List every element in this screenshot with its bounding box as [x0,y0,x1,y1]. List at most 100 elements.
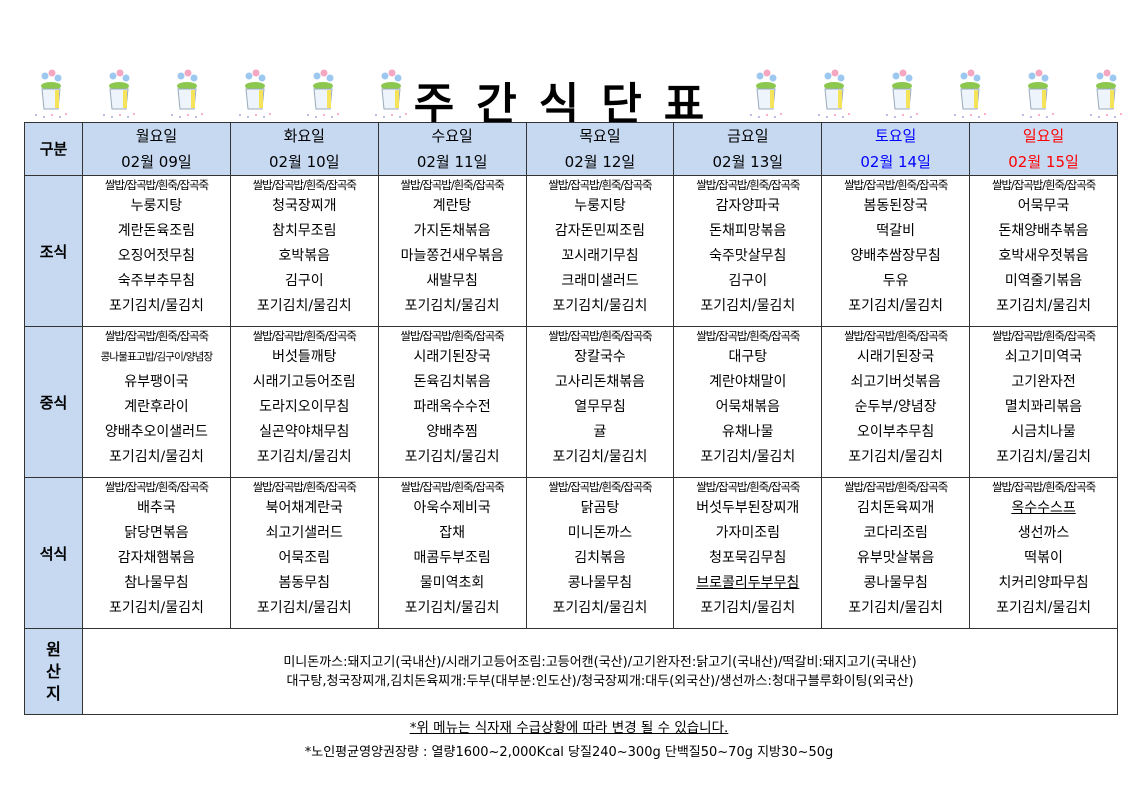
menu-cell: 쌀밥/잡곡밥/흰죽/잡곡죽 닭곰탕 미니돈까스 김치볶음 콩나물무침 포기김치/물김치 [525,477,675,629]
dish-item: 오이부추무침 [857,424,935,440]
dish-item: 유부팽이국 [124,374,189,390]
dish-item: 쇠고기샐러드 [265,525,343,541]
rice-options: 쌀밥/잡곡밥/흰죽/잡곡죽 [696,480,800,494]
menu-cell: 쌀밥/잡곡밥/흰죽/잡곡죽 계란탕 가지돈채볶음 마늘쫑건새우볶음 새발무침 포기김치/물… [377,175,527,327]
dish-item: 포기김치/물김치 [108,449,204,465]
dish-item: 꼬시래기무침 [561,248,639,264]
dish-item: 계란후라이 [124,399,189,415]
origin-row: 원 산 지 미니돈까스:돼지고기(국내산)/시래기고등어조림:고등어캔(국산)/고기완… [24,628,1118,715]
rice-options: 쌀밥/잡곡밥/흰죽/잡곡죽 [104,178,209,192]
dish-item: 포기김치/물김치 [108,298,204,314]
dish-item: 양배추오이샐러드 [104,424,208,440]
menu-cell: 쌀밥/잡곡밥/흰죽/잡곡죽 봄동된장국 떡갈비 양배추쌈장무침 두유 포기김치/물김치 [821,175,971,327]
origin-line: 대구탕,청국장찌개,김치돈육찌개:두부(대부분:인도산)/청국장찌개:대두(외국… [286,673,914,689]
dish-item: 떡볶이 [1024,550,1063,566]
flower-pot-icon [1085,68,1125,124]
menu-cell: 쌀밥/잡곡밥/흰죽/잡곡죽 청국장찌개 참치무조림 호박볶음 김구이 포기김치/물김치 [229,175,379,327]
dish-item: 새발무침 [426,273,478,289]
flower-pot-icon [166,68,206,124]
dish-item: 청포묵김무침 [709,550,787,566]
menu-cell: 쌀밥/잡곡밥/흰죽/잡곡죽 어묵무국 돈채양배추볶음 호박새우젓볶음 미역줄기볶음 포기김… [969,175,1118,327]
dish-item: 계란돈육조림 [117,223,196,239]
dish-item: 장칼국수 [574,349,626,365]
rice-options: 쌀밥/잡곡밥/흰죽/잡곡죽 [991,329,1096,343]
meal-label: 석식 [24,477,83,629]
rice-options: 쌀밥/잡곡밥/흰죽/잡곡죽 [548,178,652,192]
day-header: 금요일 02월 13일 [673,122,823,176]
rice-options: 쌀밥/잡곡밥/흰죽/잡곡죽 [991,480,1096,494]
dish-item: 콩나물표고밥/김구이/양념장 [100,351,214,363]
menu-cell: 쌀밥/잡곡밥/흰죽/잡곡죽 배추국 닭당면볶음 감자채햄볶음 참나물무침 포기김치/물김치 [82,477,231,629]
corner-label: 구분 [24,122,83,176]
day-header: 화요일 02월 10일 [229,122,379,176]
decoration-right [745,68,1125,124]
meal-row-2: 석식 쌀밥/잡곡밥/흰죽/잡곡죽 배추국 닭당면볶음 감자채햄볶음 참나물무침 포기김치/물… [24,477,1118,629]
dish-item: 계란탕 [432,198,472,214]
dish-item: 포기김치/물김치 [700,298,796,314]
dish-item: 잡채 [439,525,465,541]
dish-item: 고기완자전 [1011,374,1076,390]
day-date: 02월 09일 [121,153,192,171]
menu-cell: 쌀밥/잡곡밥/흰죽/잡곡죽 시래기된장국 쇠고기버섯볶음 순두부/양념장 오이부추무침 포… [821,326,971,478]
rice-options: 쌀밥/잡곡밥/흰죽/잡곡죽 [252,178,357,192]
meal-label: 조식 [24,175,83,327]
menu-cell: 쌀밥/잡곡밥/흰죽/잡곡죽 아욱수제비국 잡채 매콤두부조림 물미역초회 포기김치/물김치 [377,477,527,629]
dish-item: 포기김치/물김치 [552,600,648,616]
dish-item: 가지돈채볶음 [413,223,491,239]
rice-options: 쌀밥/잡곡밥/흰죽/잡곡죽 [252,329,357,343]
rice-options: 쌀밥/잡곡밥/흰죽/잡곡죽 [696,329,800,343]
menu-cell: 쌀밥/잡곡밥/흰죽/잡곡죽 옥수수스프 생선까스 떡볶이 치커리양파무침 포기김치/물김치 [969,477,1118,629]
origin-label-char: 원 [46,639,61,659]
menu-cell: 쌀밥/잡곡밥/흰죽/잡곡죽 북어채계란국 쇠고기샐러드 어묵조림 봄동무침 포기김치/물김… [229,477,379,629]
dish-item: 아욱수제비국 [413,500,491,516]
rice-options: 쌀밥/잡곡밥/흰죽/잡곡죽 [844,480,948,494]
dish-item: 코다리조림 [863,525,928,541]
dish-item: 쇠고기미역국 [1004,349,1083,365]
menu-cell: 쌀밥/잡곡밥/흰죽/잡곡죽 감자양파국 돈채피망볶음 숙주맛살무침 김구이 포기김치/물김… [673,175,823,327]
dish-item: 누룽지탕 [130,198,183,214]
dish-item: 포기김치/물김치 [848,298,944,314]
rice-options: 쌀밥/잡곡밥/흰죽/잡곡죽 [696,178,800,192]
dish-item: 감자양파국 [715,198,780,214]
dish-item: 포기김치/물김치 [996,298,1091,314]
day-name: 토요일 [874,127,917,145]
flower-pot-icon [881,68,921,124]
rice-options: 쌀밥/잡곡밥/흰죽/잡곡죽 [548,480,652,494]
flower-pot-icon [234,68,274,124]
day-date: 02월 13일 [712,153,784,171]
dish-item: 돈채피망볶음 [709,223,787,239]
dish-item: 북어채계란국 [265,500,343,516]
menu-cell: 쌀밥/잡곡밥/흰죽/잡곡죽 김치돈육찌개 코다리조림 유부맛살볶음 콩나물무침 포기김치/… [821,477,971,629]
dish-item: 고사리돈채볶음 [554,374,646,390]
rice-options: 쌀밥/잡곡밥/흰죽/잡곡죽 [252,480,357,494]
dish-item: 옥수수스프 [1011,500,1076,516]
origin-label-char: 지 [46,683,61,703]
day-date: 02월 12일 [564,153,636,171]
dish-item: 어묵채볶음 [715,399,780,415]
flower-pot-icon [370,68,410,124]
dish-item: 숙주부추무침 [117,273,196,289]
dish-item: 감자채햄볶음 [117,550,196,566]
dish-item: 포기김치/물김치 [404,298,500,314]
flower-pot-icon [745,68,785,124]
rice-options: 쌀밥/잡곡밥/흰죽/잡곡죽 [844,329,948,343]
dish-item: 양배추찜 [426,424,478,440]
day-date: 02월 14일 [860,153,931,171]
dish-item: 포기김치/물김치 [256,298,352,314]
rice-options: 쌀밥/잡곡밥/흰죽/잡곡죽 [548,329,652,343]
dish-item: 멸치꽈리볶음 [1004,399,1083,415]
dish-item: 물미역초회 [419,575,485,591]
day-header: 일요일 02월 15일 [969,122,1118,176]
notice-nutrition: *노인평균영양권장량 : 열량1600~2,000Kcal 당질240~300g… [304,745,834,760]
dish-item: 어묵조림 [278,550,331,566]
dish-item: 두유 [882,273,909,289]
dish-item: 열무무침 [574,399,626,415]
dish-item: 포기김치/물김치 [404,600,500,616]
dish-item: 매콤두부조림 [413,550,491,566]
page-title: 주간식단표 [413,79,727,130]
dish-item: 시래기된장국 [413,349,491,365]
dish-item: 실곤약야채무침 [259,424,350,440]
dish-item: 포기김치/물김치 [108,600,204,616]
dish-item: 오징어젓무침 [117,248,196,264]
